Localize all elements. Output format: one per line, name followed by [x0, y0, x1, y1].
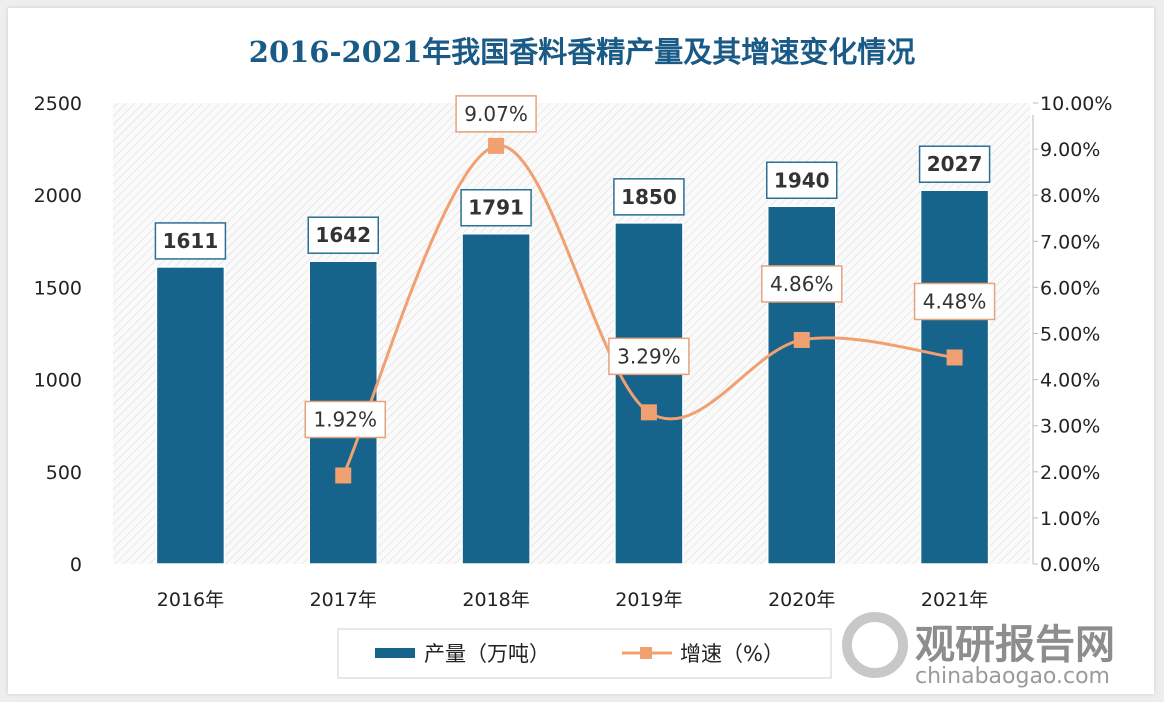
y2-tick-label: 0.00% [1040, 554, 1100, 576]
x-tick-label: 2020年 [768, 589, 835, 611]
legend: 产量（万吨） 增速（%） [337, 628, 832, 679]
bar-label: 1642 [315, 223, 371, 247]
y2-tick-label: 2.00% [1040, 462, 1100, 484]
legend-line-label: 增速（%） [680, 642, 784, 666]
y2-tick-label: 1.00% [1040, 508, 1100, 530]
y-tick-label: 1000 [34, 370, 82, 392]
watermark-url: chinabaogao.com [915, 664, 1110, 689]
bar-label-box [613, 178, 685, 216]
y2-tick-label: 3.00% [1040, 416, 1100, 438]
y2-tick-label: 8.00% [1040, 185, 1100, 207]
bar [767, 205, 837, 565]
growth-marker [793, 331, 810, 348]
bar [461, 232, 531, 565]
y2-tick-label: 4.00% [1040, 370, 1100, 392]
watermark-logo-icon [842, 612, 908, 678]
growth-label-box [608, 337, 690, 376]
bar-label: 1940 [774, 168, 830, 192]
growth-label: 1.92% [313, 407, 377, 431]
y-tick-label: 500 [46, 462, 82, 484]
growth-marker [335, 467, 352, 484]
growth-label: 9.07% [464, 102, 528, 126]
bar-label: 2027 [927, 152, 983, 176]
y2-tick-label: 6.00% [1040, 277, 1100, 299]
legend-bar-swatch [375, 648, 415, 658]
legend-line-marker [640, 647, 652, 659]
x-tick-label: 2021年 [921, 589, 988, 611]
watermark-name: 观研报告网 [915, 622, 1115, 668]
growth-marker [488, 137, 505, 154]
x-tick-label: 2019年 [615, 589, 682, 611]
y-tick-label: 0 [70, 554, 82, 576]
growth-label-box [913, 282, 996, 321]
bar-label-box [918, 145, 991, 183]
y-tick-label: 2500 [34, 93, 82, 115]
y2-tick-label: 7.00% [1040, 231, 1100, 253]
bar-label: 1611 [163, 229, 219, 253]
plot-area [113, 103, 1030, 564]
y2-tick-label: 5.00% [1040, 324, 1100, 346]
bar-label-box [307, 216, 379, 254]
growth-label-box [455, 95, 537, 133]
bar-label: 1791 [468, 196, 524, 220]
y-tick-label: 2000 [34, 185, 82, 207]
watermark: 观研报告网 chinabaogao.com [842, 612, 1115, 689]
bar-label-box [154, 222, 227, 260]
bar [614, 222, 684, 565]
x-tick-label: 2018年 [462, 589, 529, 611]
growth-label: 4.86% [770, 272, 834, 296]
legend-bar-label: 产量（万吨） [424, 642, 550, 666]
growth-marker [946, 349, 963, 366]
y-tick-label: 1500 [34, 277, 82, 299]
x-tick-label: 2016年 [157, 589, 224, 611]
growth-label-box [304, 400, 386, 439]
growth-label: 4.48% [923, 289, 987, 313]
bar-label-box [766, 161, 838, 200]
bar-label-box [460, 188, 532, 227]
y2-tick-label: 9.00% [1040, 139, 1100, 161]
bar-label: 1850 [621, 185, 677, 209]
growth-label-box [761, 265, 843, 303]
x-tick-label: 2017年 [310, 589, 377, 611]
growth-marker [640, 404, 657, 421]
bar [919, 189, 990, 565]
chart-title: 2016-2021年我国香料香精产量及其增速变化情况 [249, 35, 915, 69]
y2-tick-label: 10.00% [1040, 93, 1112, 115]
bar [155, 266, 226, 565]
growth-label: 3.29% [617, 344, 681, 368]
